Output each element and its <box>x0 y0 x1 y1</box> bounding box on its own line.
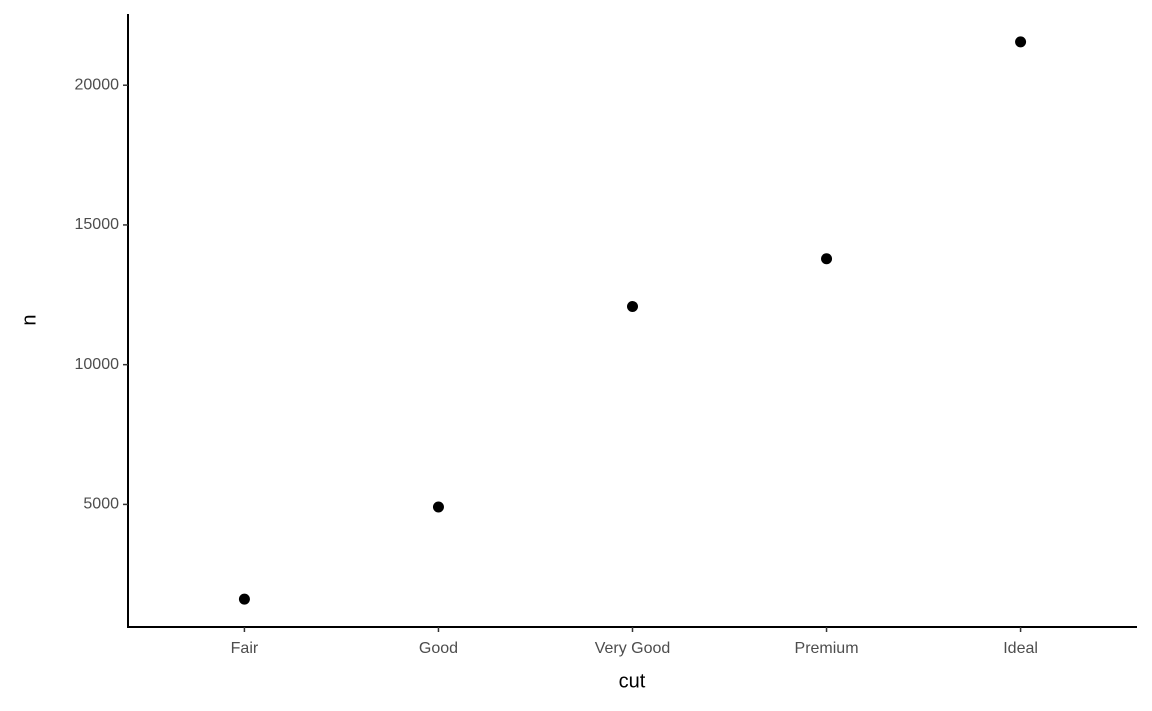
x-tick-label: Very Good <box>595 640 671 657</box>
y-tick-label: 10000 <box>75 356 120 373</box>
x-tick-label: Good <box>419 640 458 657</box>
point <box>432 501 444 513</box>
point <box>1015 36 1027 48</box>
x-tick-label: Ideal <box>1003 640 1038 657</box>
x-axis-title: cut <box>619 670 646 692</box>
x-tick-label: Premium <box>795 640 859 657</box>
y-tick-label: 5000 <box>83 496 119 513</box>
x-tick-label: Fair <box>231 640 259 657</box>
y-tick-label: 15000 <box>75 216 120 233</box>
y-axis-title: n <box>18 314 40 325</box>
point <box>821 253 833 265</box>
point <box>627 300 638 312</box>
y-tick-label: 20000 <box>75 76 120 93</box>
point <box>238 593 250 605</box>
